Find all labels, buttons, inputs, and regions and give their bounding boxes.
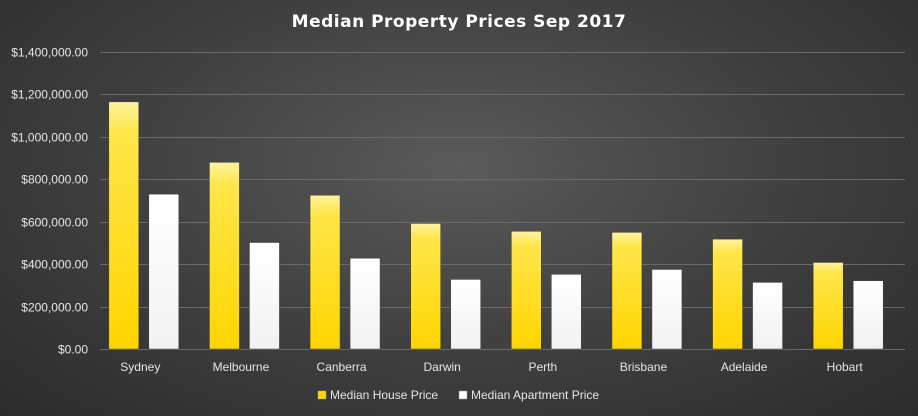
- house-price-bar: [712, 238, 743, 350]
- legend-label: Median Apartment Price: [471, 388, 599, 402]
- chart-title: Median Property Prices Sep 2017: [292, 12, 627, 32]
- apartment-price-bar: [852, 280, 884, 350]
- legend-label: Median House Price: [330, 388, 438, 402]
- y-axis-ticks: $0.00 $200,000.00 $400,000.00 $600,000.00 $8…: [11, 46, 88, 357]
- x-tick-label: Perth: [528, 360, 557, 374]
- x-tick-label: Brisbane: [620, 360, 668, 374]
- apartment-price-bar: [551, 274, 582, 350]
- apartment-price-bar: [450, 279, 481, 350]
- house-price-bar: [108, 101, 140, 350]
- apartment-price-bar: [651, 269, 683, 350]
- y-tick-label: $400,000.00: [21, 258, 88, 272]
- x-axis-ticks: Sydney Melbourne Canberra Darwin Perth Brisba…: [120, 360, 863, 374]
- legend-swatch: [458, 390, 468, 400]
- x-tick-label: Sydney: [120, 360, 160, 374]
- x-tick-label: Canberra: [317, 360, 367, 374]
- apartment-price-bar: [249, 242, 280, 350]
- x-tick-label: Adelaide: [721, 360, 768, 374]
- house-price-bar: [309, 194, 341, 350]
- house-price-bar: [611, 232, 643, 350]
- house-price-bar: [209, 162, 240, 350]
- y-tick-label: $800,000.00: [21, 173, 88, 187]
- y-tick-label: $0.00: [58, 343, 88, 357]
- y-tick-label: $600,000.00: [21, 216, 88, 230]
- apartment-price-bar: [148, 193, 180, 350]
- y-tick-label: $1,200,000.00: [11, 88, 88, 102]
- house-price-bar: [511, 231, 542, 350]
- bars: [108, 101, 884, 350]
- house-price-bar: [812, 262, 844, 350]
- house-price-bar: [410, 223, 441, 350]
- y-tick-label: $1,000,000.00: [11, 131, 88, 145]
- legend: Median House Price Median Apartment Price: [317, 388, 599, 402]
- x-tick-label: Hobart: [827, 360, 864, 374]
- x-tick-label: Darwin: [424, 360, 461, 374]
- apartment-price-bar: [349, 257, 381, 350]
- y-tick-label: $1,400,000.00: [11, 46, 88, 60]
- x-tick-label: Melbourne: [213, 360, 270, 374]
- y-tick-label: $200,000.00: [21, 301, 88, 315]
- apartment-price-bar: [752, 282, 783, 350]
- legend-swatch: [317, 390, 327, 400]
